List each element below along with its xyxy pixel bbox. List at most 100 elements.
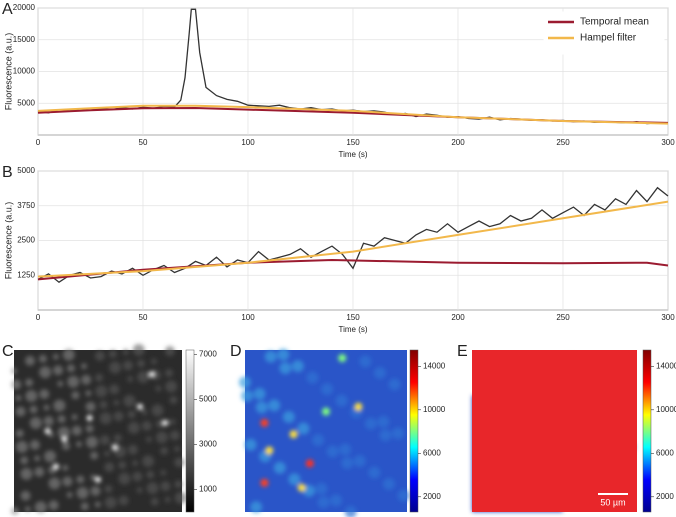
x-tick-label: 250 [556, 138, 570, 147]
cell [57, 380, 64, 387]
cell-bright [111, 444, 118, 451]
patch [264, 350, 277, 363]
cell [146, 470, 155, 479]
patch [244, 438, 257, 451]
cell [136, 359, 145, 368]
cell [90, 485, 101, 496]
cell [104, 496, 117, 509]
cell [57, 426, 70, 439]
patch [330, 494, 343, 507]
cell [62, 464, 69, 471]
x-tick-label: 200 [451, 138, 465, 147]
cell-bright [305, 459, 314, 468]
cell [66, 491, 73, 498]
cell [85, 436, 98, 449]
cell [94, 350, 105, 361]
cell [127, 410, 136, 419]
saturated [472, 350, 637, 512]
cell [52, 353, 59, 360]
patch [268, 399, 281, 412]
patch [373, 366, 386, 379]
x-tick-label: 200 [451, 313, 465, 322]
cell [141, 409, 148, 416]
cell [174, 480, 183, 489]
cell [123, 360, 134, 371]
panel-letter: B [2, 164, 13, 181]
cell [71, 414, 78, 421]
colorbar-label: 10000 [423, 405, 446, 414]
cell [24, 355, 35, 366]
cell [127, 375, 134, 382]
cell-bright [148, 371, 155, 378]
cell [118, 461, 127, 470]
cell-bright [53, 463, 59, 470]
cell [85, 390, 92, 397]
colorbar [642, 349, 652, 513]
cell-bright [86, 415, 93, 422]
series-line [37, 200, 669, 278]
texture [239, 348, 410, 517]
cell [127, 444, 138, 455]
cell [132, 460, 139, 467]
y-tick-label: 15000 [13, 35, 36, 44]
cell-bright [137, 403, 143, 410]
cell [90, 474, 97, 481]
cell [95, 385, 108, 398]
legend-label: Hampel filter [580, 33, 637, 44]
cell [53, 365, 64, 376]
patch [317, 496, 330, 509]
cell [34, 455, 41, 462]
cell [67, 364, 76, 373]
patch [297, 422, 310, 435]
patch [377, 415, 390, 428]
patch [253, 387, 266, 400]
x-tick-label: 150 [346, 138, 360, 147]
cell [113, 434, 122, 443]
cell [29, 417, 42, 430]
patch [255, 401, 268, 414]
colorbar-label: 3000 [199, 440, 217, 449]
x-tick-label: 50 [139, 313, 148, 322]
cell [62, 476, 73, 487]
cell [43, 416, 54, 427]
cell [62, 442, 71, 451]
cell [123, 394, 136, 407]
cell [169, 396, 178, 405]
cell [174, 491, 187, 504]
colorbar-label: 14000 [656, 361, 676, 370]
patch [359, 355, 372, 368]
cell [34, 501, 47, 514]
cell [165, 380, 178, 393]
cell [48, 477, 61, 490]
y-tick-label: 5000 [17, 98, 35, 107]
y-tick-label: 1250 [17, 270, 35, 279]
patch [335, 394, 348, 407]
cell-bright [162, 419, 169, 426]
patch [391, 427, 404, 440]
patch [279, 362, 292, 375]
cell [67, 375, 80, 388]
y-axis-title: Fluorescence (a.u.) [3, 33, 13, 111]
cell [118, 495, 129, 506]
cell [85, 424, 94, 433]
patch [306, 371, 319, 384]
cell [29, 405, 38, 414]
cell [142, 455, 155, 468]
cell [164, 496, 171, 503]
cell-bright [260, 418, 269, 427]
image [239, 348, 410, 517]
colorbar-label: 14000 [423, 361, 446, 370]
cell [150, 497, 159, 506]
patch [397, 489, 410, 502]
patch [368, 466, 381, 479]
cell [169, 430, 180, 441]
cell [109, 384, 120, 395]
colorbar-label: 2000 [656, 492, 674, 501]
cell [53, 399, 66, 412]
legend-box [543, 11, 665, 55]
cell [80, 363, 87, 370]
cell [113, 411, 124, 422]
patch [353, 455, 366, 468]
colorbar-label: 10000 [656, 405, 676, 414]
